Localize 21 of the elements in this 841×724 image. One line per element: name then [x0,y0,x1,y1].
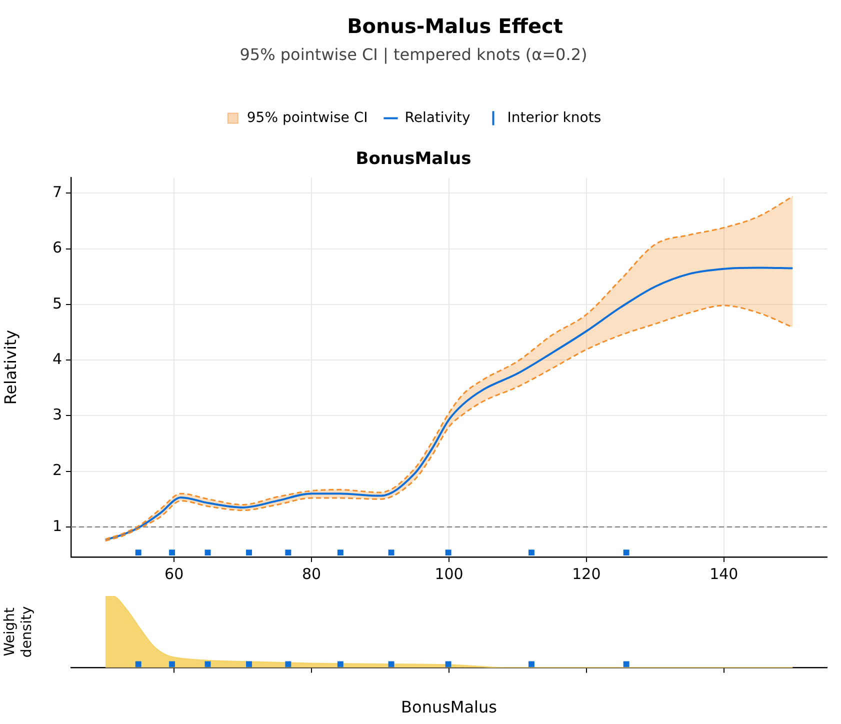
y-tick-label: 2 [52,461,62,480]
y-tick-label: 5 [52,294,62,312]
legend-label: 95% pointwise CI [246,110,368,126]
y-tick-label: 4 [52,350,62,368]
x-tick-label: 140 [710,564,738,583]
y-tick-label: 1 [52,516,62,535]
x-axis-title: BonusMalus [401,698,497,717]
chart-title: Bonus-Malus Effect [347,14,564,38]
x-tick-label: 80 [302,564,322,583]
y-tick-label: 6 [52,238,62,257]
y-tick-label: 3 [52,406,62,424]
legend-label: Relativity [404,110,470,126]
chart-subtitle: 95% pointwise CI | tempered knots (α=0.2) [240,44,588,64]
y-axis-title: Relativity [0,330,20,405]
x-tick-label: 120 [572,564,601,583]
y-tick-label: 7 [52,183,62,202]
legend-label: Interior knots [507,110,602,126]
y-axis-title: Weight density [2,606,35,658]
x-tick-label: 60 [164,564,184,583]
text: BonusMalus [356,148,472,169]
x-tick-label: 100 [434,564,464,583]
